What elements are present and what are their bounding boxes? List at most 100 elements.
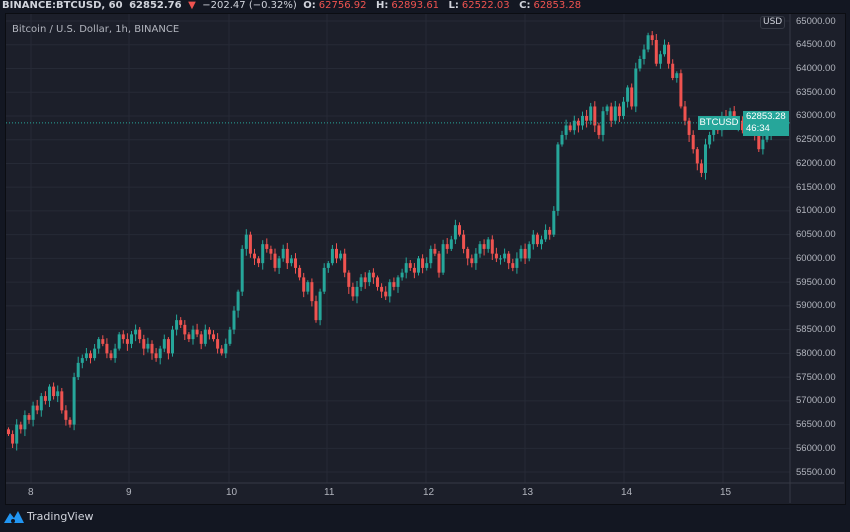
candle-up xyxy=(503,253,507,259)
price-tick-label: 60000.00 xyxy=(796,252,836,264)
time-tick-label: 10 xyxy=(226,487,238,498)
candle-down xyxy=(376,277,379,287)
candle-up xyxy=(634,68,638,107)
candle-down xyxy=(248,234,252,254)
candle-up xyxy=(675,73,679,78)
candle-up xyxy=(486,239,490,249)
candle-up xyxy=(244,234,248,249)
candle-down xyxy=(458,225,461,235)
price-tick-label: 57000.00 xyxy=(796,395,836,407)
candle-up xyxy=(404,263,408,273)
candle-up xyxy=(552,210,556,235)
candle-down xyxy=(363,277,367,283)
high-label: H: xyxy=(375,0,389,11)
candle-down xyxy=(105,343,109,354)
candle-up xyxy=(23,415,27,430)
candle-up xyxy=(56,391,60,397)
candle-down xyxy=(494,253,498,259)
candle-up xyxy=(359,277,363,287)
candle-down xyxy=(687,120,691,135)
candle-down xyxy=(347,272,351,287)
candle-down xyxy=(695,149,699,164)
candle-up xyxy=(589,106,593,121)
candle-down xyxy=(101,339,105,344)
candle-down xyxy=(314,301,318,321)
symbol-interval[interactable]: BINANCE:BTCUSD, 60 xyxy=(2,0,123,11)
open-label: O: xyxy=(303,0,316,11)
candle-up xyxy=(97,339,101,349)
candle-up xyxy=(191,329,195,340)
candle-up xyxy=(519,248,523,259)
candle-up xyxy=(425,263,429,268)
candle-down xyxy=(351,286,355,297)
tradingview-logo[interactable]: TradingView xyxy=(4,510,93,523)
candle-down xyxy=(125,339,129,344)
candle-down xyxy=(7,429,10,435)
candle-down xyxy=(150,343,154,354)
price-change: −202.47 (−0.32%) xyxy=(202,0,297,11)
candle-down xyxy=(699,163,703,173)
tradingview-logo-icon xyxy=(4,511,24,523)
candle-down xyxy=(343,253,347,273)
candle-up xyxy=(449,239,453,249)
candle-down xyxy=(437,253,441,273)
candle-up xyxy=(564,125,568,135)
candle-down xyxy=(257,258,261,264)
candle-down xyxy=(691,134,695,150)
candle-down xyxy=(109,353,113,359)
candle-up xyxy=(663,44,666,55)
price-tick-label: 63500.00 xyxy=(796,86,836,98)
candle-down xyxy=(183,324,187,335)
symbol-header: BINANCE:BTCUSD, 60 62852.76 ▼ −202.47 (−… xyxy=(2,0,587,13)
time-tick-label: 8 xyxy=(28,487,34,498)
brand-name: TradingView xyxy=(27,510,94,523)
candle-down xyxy=(138,329,142,340)
candle-up xyxy=(84,353,88,359)
candle-down xyxy=(630,87,634,107)
candle-up xyxy=(761,139,765,150)
candle-down xyxy=(11,434,15,444)
price-tick-label: 63000.00 xyxy=(796,110,836,122)
candle-down xyxy=(285,248,289,264)
candle-down xyxy=(548,229,552,235)
candle-up xyxy=(117,334,121,349)
candle-down xyxy=(470,258,474,264)
candle-up xyxy=(626,87,630,102)
candle-down xyxy=(466,248,470,259)
current-price-tag: 62853.28 46:34 xyxy=(743,111,789,136)
candle-down xyxy=(294,258,297,268)
time-tick-label: 9 xyxy=(126,487,132,498)
candle-down xyxy=(384,291,388,297)
candle-up xyxy=(39,396,43,411)
candle-down xyxy=(142,339,146,349)
price-tick-label: 57500.00 xyxy=(796,371,836,383)
candle-up xyxy=(708,134,712,145)
candle-down xyxy=(433,248,437,254)
candle-down xyxy=(593,106,597,126)
candle-up xyxy=(48,386,51,401)
candle-up xyxy=(146,343,150,349)
candle-down xyxy=(187,334,191,340)
candle-up xyxy=(158,348,162,359)
candle-up xyxy=(704,144,707,173)
candle-down xyxy=(335,248,338,259)
price-tick-label: 61000.00 xyxy=(796,205,836,217)
candle-down xyxy=(68,419,72,425)
candle-up xyxy=(130,334,133,344)
candle-up xyxy=(441,244,445,273)
price-tick-label: 56000.00 xyxy=(796,442,836,454)
candle-down xyxy=(523,248,527,259)
candle-down xyxy=(310,282,314,302)
time-tick-label: 12 xyxy=(423,487,435,498)
candle-down xyxy=(568,125,572,131)
bar-countdown: 46:34 xyxy=(746,123,770,134)
candle-up xyxy=(277,258,281,268)
last-price: 62852.76 xyxy=(129,0,182,11)
candle-down xyxy=(253,253,256,259)
candle-up xyxy=(581,115,584,126)
candle-up xyxy=(613,106,617,121)
candle-down xyxy=(650,35,654,40)
currency-label[interactable]: USD xyxy=(760,16,786,29)
candle-down xyxy=(507,253,511,264)
